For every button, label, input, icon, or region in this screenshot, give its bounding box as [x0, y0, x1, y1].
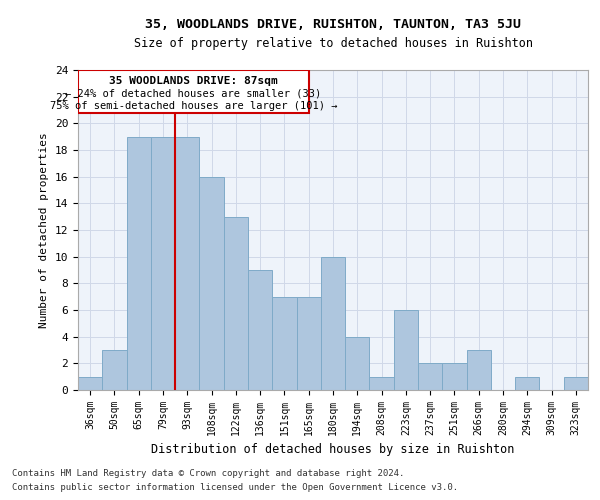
Bar: [78, 70, 309, 112]
Bar: [467, 350, 491, 390]
Bar: [394, 310, 418, 390]
Bar: [321, 256, 345, 390]
Bar: [296, 296, 321, 390]
Text: 75% of semi-detached houses are larger (101) →: 75% of semi-detached houses are larger (…: [50, 102, 337, 112]
X-axis label: Distribution of detached houses by size in Ruishton: Distribution of detached houses by size …: [151, 444, 515, 456]
Bar: [127, 136, 151, 390]
Bar: [199, 176, 224, 390]
Text: 35, WOODLANDS DRIVE, RUISHTON, TAUNTON, TA3 5JU: 35, WOODLANDS DRIVE, RUISHTON, TAUNTON, …: [145, 18, 521, 30]
Bar: [248, 270, 272, 390]
Text: Contains public sector information licensed under the Open Government Licence v3: Contains public sector information licen…: [12, 484, 458, 492]
Text: Contains HM Land Registry data © Crown copyright and database right 2024.: Contains HM Land Registry data © Crown c…: [12, 468, 404, 477]
Text: 35 WOODLANDS DRIVE: 87sqm: 35 WOODLANDS DRIVE: 87sqm: [109, 76, 278, 86]
Y-axis label: Number of detached properties: Number of detached properties: [39, 132, 49, 328]
Bar: [442, 364, 467, 390]
Text: ← 24% of detached houses are smaller (33): ← 24% of detached houses are smaller (33…: [65, 88, 322, 99]
Text: Size of property relative to detached houses in Ruishton: Size of property relative to detached ho…: [134, 38, 533, 51]
Bar: [418, 364, 442, 390]
Bar: [370, 376, 394, 390]
Bar: [78, 376, 102, 390]
Bar: [345, 336, 370, 390]
Bar: [151, 136, 175, 390]
Bar: [515, 376, 539, 390]
Bar: [564, 376, 588, 390]
Bar: [224, 216, 248, 390]
Bar: [175, 136, 199, 390]
Bar: [102, 350, 127, 390]
Bar: [272, 296, 296, 390]
